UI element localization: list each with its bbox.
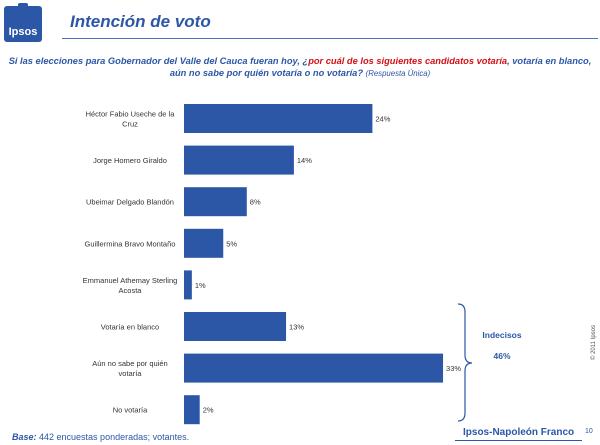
category-label: Jorge Homero Giraldo bbox=[93, 156, 167, 165]
data-label: 1% bbox=[195, 281, 206, 290]
base-text: 442 encuestas ponderadas; votantes. bbox=[36, 432, 190, 442]
ipsos-logo: Ipsos bbox=[4, 3, 42, 42]
category-label: Héctor Fabio Useche de la Cruz bbox=[86, 110, 176, 129]
brand-underline bbox=[455, 440, 582, 441]
brand-name: Ipsos-Napoleón Franco bbox=[463, 427, 575, 438]
bar bbox=[184, 228, 224, 258]
bar bbox=[184, 270, 192, 300]
title-divider bbox=[62, 38, 598, 39]
category-label: Aún no sabe por quién votaría bbox=[92, 359, 167, 378]
question-highlight: por cuál de los siguientes candidatos vo… bbox=[308, 56, 508, 66]
data-label: 8% bbox=[250, 198, 261, 207]
page-number: 10 bbox=[585, 428, 593, 435]
category-label: No votaría bbox=[113, 406, 148, 415]
logo-tab bbox=[18, 3, 28, 14]
data-label: 13% bbox=[289, 323, 304, 332]
logo-text: Ipsos bbox=[8, 26, 38, 38]
question-part2: , votaría en blanco, aún no sabe por qui… bbox=[169, 56, 592, 78]
category-label: Votaría en blanco bbox=[101, 323, 159, 332]
data-label: 33% bbox=[446, 364, 461, 373]
survey-question: Si las elecciones para Gobernador del Va… bbox=[8, 55, 592, 80]
data-label: 24% bbox=[375, 115, 390, 124]
category-label: Guillermina Bravo Montaño bbox=[85, 239, 176, 248]
bar bbox=[184, 395, 200, 425]
category-label: Ubeimar Delgado Blandón bbox=[86, 198, 174, 207]
bar bbox=[184, 187, 247, 217]
bar bbox=[184, 312, 287, 341]
question-note: (Respuesta Única) bbox=[365, 69, 431, 78]
bracket bbox=[457, 303, 473, 422]
bar bbox=[184, 353, 444, 383]
copyright-text: © 2011 Ipsos bbox=[591, 325, 597, 360]
data-label: 14% bbox=[297, 156, 312, 165]
annotation-label: Indecisos bbox=[482, 330, 521, 340]
annotation-value: 46% bbox=[493, 351, 510, 361]
data-label: 2% bbox=[203, 406, 214, 415]
category-label: Emmanuel Athemay Sterling Acosta bbox=[83, 276, 178, 295]
bar bbox=[184, 104, 373, 133]
data-label: 5% bbox=[226, 239, 237, 248]
base-label: Base: bbox=[12, 432, 37, 442]
question-part1: Si las elecciones para Gobernador del Va… bbox=[8, 56, 309, 66]
page-title: Intención de voto bbox=[70, 12, 211, 31]
footer-base: Base: 442 encuestas ponderadas; votantes… bbox=[12, 432, 189, 442]
bar bbox=[184, 145, 294, 175]
